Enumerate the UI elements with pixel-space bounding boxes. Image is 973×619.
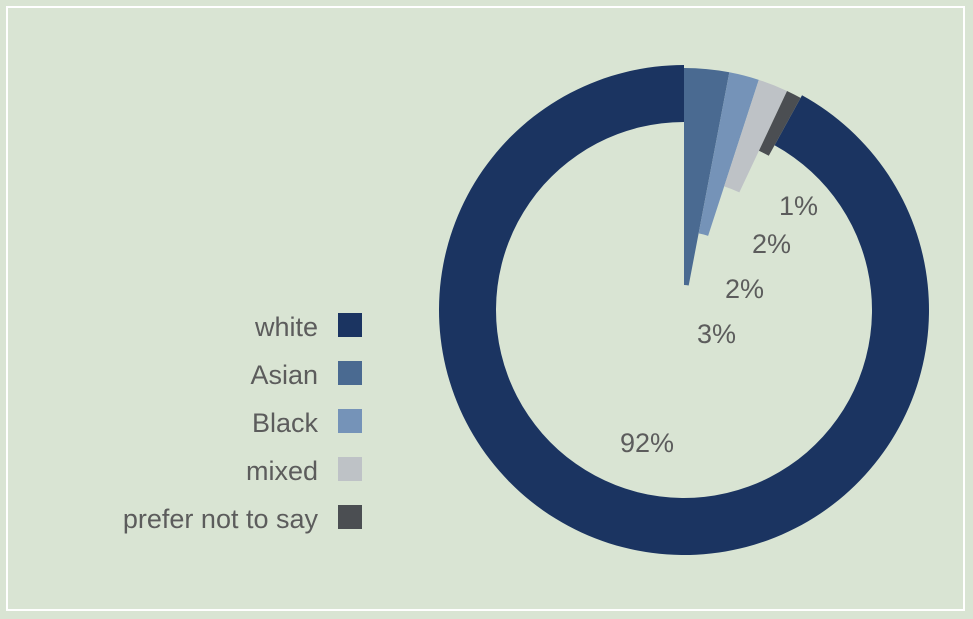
data-label-mixed: 2% — [752, 229, 791, 259]
chart-frame — [6, 6, 965, 611]
legend: white Asian Black mixed prefer not to say — [123, 312, 362, 534]
slice-asian — [684, 68, 730, 286]
data-label-group: 92% 3% 2% 2% 1% — [620, 191, 818, 458]
legend-label-prefer-not-to-say: prefer not to say — [123, 504, 319, 534]
slice-black — [698, 72, 759, 236]
data-label-asian: 3% — [697, 319, 736, 349]
data-label-black: 2% — [725, 274, 764, 304]
legend-swatch-black — [338, 409, 362, 433]
slice-prefer-not-to-say — [758, 91, 801, 156]
slice-group — [439, 65, 929, 556]
slice-mixed — [724, 79, 788, 193]
legend-label-asian: Asian — [250, 360, 318, 390]
legend-swatch-prefer-not-to-say — [338, 505, 362, 529]
legend-item-asian: Asian — [250, 360, 362, 390]
legend-label-black: Black — [252, 408, 319, 438]
legend-label-white: white — [254, 312, 318, 342]
data-label-white: 92% — [620, 428, 674, 458]
legend-swatch-white — [338, 313, 362, 337]
legend-label-mixed: mixed — [246, 456, 318, 486]
legend-swatch-mixed — [338, 457, 362, 481]
legend-item-white: white — [254, 312, 362, 342]
legend-item-prefer-not-to-say: prefer not to say — [123, 504, 362, 534]
legend-item-mixed: mixed — [246, 456, 362, 486]
legend-item-black: Black — [252, 408, 362, 438]
legend-swatch-asian — [338, 361, 362, 385]
data-label-prefer-not-to-say: 1% — [779, 191, 818, 221]
